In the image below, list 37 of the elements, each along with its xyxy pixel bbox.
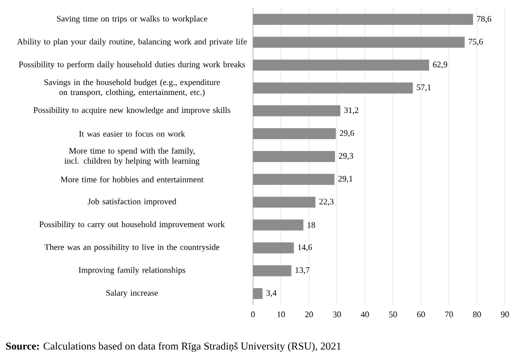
data-label: 29,6 bbox=[340, 130, 354, 138]
y-tick-label: Savings in the household budget (e.g., expenditure on transport, clothing, entertainment, etc.) bbox=[44, 79, 220, 97]
data-label: 14,6 bbox=[298, 244, 312, 252]
data-label: 29,3 bbox=[338, 153, 354, 160]
data-label: 57,1 bbox=[416, 84, 431, 92]
y-tick-label: There was an possibility to live in the countryside bbox=[44, 244, 220, 252]
y-tick-label: More time to spend with the family, incl. children by helping with learning bbox=[64, 148, 200, 166]
x-tick-label: 50 bbox=[389, 312, 397, 318]
x-tick-label: 60 bbox=[417, 312, 425, 318]
data-label: 22,3 bbox=[319, 198, 334, 206]
x-tick-label: 40 bbox=[360, 312, 369, 318]
data-label: 29,1 bbox=[338, 176, 352, 183]
y-tick-label: Ability to plan your daily routine, balancing work and private life bbox=[16, 38, 247, 46]
data-label: 62,9 bbox=[433, 62, 448, 69]
data-label: 18 bbox=[308, 222, 316, 228]
data-label: 3,4 bbox=[266, 290, 277, 298]
x-tick-label: 20 bbox=[305, 312, 313, 318]
y-tick-label: Saving time on trips or walks to workplace bbox=[56, 16, 208, 24]
x-tick-label: 10 bbox=[278, 312, 285, 318]
x-tick-label: 80 bbox=[473, 312, 481, 318]
y-tick-label: More time for hobbies and entertainment bbox=[60, 176, 204, 182]
y-tick-label: Possibility to perform daily household duties during work breaks bbox=[18, 61, 245, 70]
y-tick-label: It was easier to focus on work bbox=[79, 130, 186, 137]
x-tick-label: 90 bbox=[501, 312, 509, 318]
x-tick-label: 70 bbox=[445, 312, 453, 318]
y-tick-label: Possibility to acquire new knowledge and improve skills bbox=[34, 106, 230, 115]
x-tick-label: 0 bbox=[251, 312, 255, 318]
y-tick-label: Job satisfaction improved bbox=[88, 198, 176, 206]
data-label: 13,7 bbox=[296, 267, 310, 274]
data-label: 31,2 bbox=[344, 107, 358, 114]
x-tick-label: 30 bbox=[333, 312, 341, 318]
y-tick-label: Improving family relationships bbox=[78, 266, 186, 275]
y-tick-label: Salary increase bbox=[106, 290, 158, 298]
data-label: 75,6 bbox=[468, 38, 483, 46]
text: Source: Calculations based on data from Rīga Stradiņš University (RSU), 2021 bbox=[6, 342, 341, 352]
y-tick-label: Possibility to carry out household improvement work bbox=[39, 221, 225, 229]
data-label: 78,6 bbox=[477, 16, 492, 23]
